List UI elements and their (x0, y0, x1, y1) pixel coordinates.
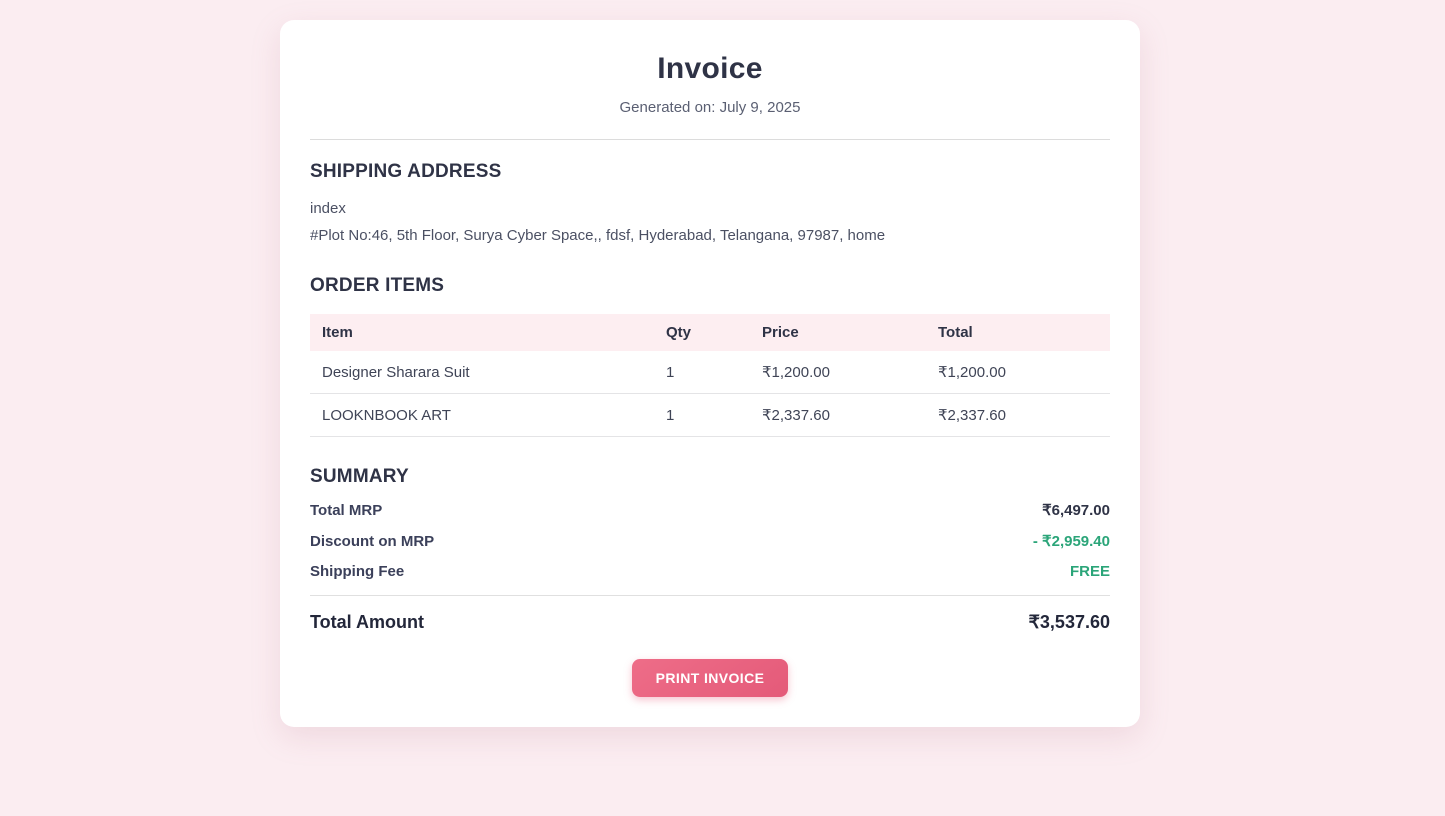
print-invoice-button[interactable]: PRINT INVOICE (631, 659, 789, 697)
total-amount-label: Total Amount (310, 612, 424, 632)
summary-row-shipping-fee: Shipping Fee FREE (310, 563, 1110, 580)
table-row: Designer Sharara Suit 1 ₹1,200.00 ₹1,200… (310, 351, 1110, 394)
total-amount-row: Total Amount ₹3,537.60 (310, 612, 1110, 633)
column-header-total: Total (926, 314, 1110, 351)
item-total: ₹1,200.00 (926, 351, 1110, 394)
table-header-row: Item Qty Price Total (310, 314, 1110, 351)
summary-divider (310, 595, 1110, 596)
recipient-name: index (310, 200, 346, 217)
shipping-address-heading: SHIPPING ADDRESS (310, 161, 502, 182)
item-price: ₹2,337.60 (750, 393, 926, 437)
summary-row-discount: Discount on MRP - ₹2,959.40 (310, 532, 1110, 551)
order-items-table: Item Qty Price Total Designer Sharara Su… (310, 314, 1110, 437)
item-qty: 1 (654, 351, 750, 394)
generated-date: Generated on: July 9, 2025 (619, 99, 801, 116)
summary-label-discount: Discount on MRP (310, 532, 435, 550)
address-line: #Plot No:46, 5th Floor, Surya Cyber Spac… (310, 227, 886, 244)
column-header-qty: Qty (654, 314, 750, 351)
order-items-heading: ORDER ITEMS (310, 275, 445, 296)
summary-label-total-mrp: Total MRP (310, 501, 383, 519)
summary-row-total-mrp: Total MRP ₹6,497.00 (310, 501, 1110, 520)
header-divider (310, 139, 1110, 140)
item-price: ₹1,200.00 (750, 351, 926, 394)
summary-value-shipping-fee: FREE (1069, 563, 1110, 580)
button-container: PRINT INVOICE (310, 659, 1110, 697)
item-qty: 1 (654, 393, 750, 437)
item-name: Designer Sharara Suit (310, 351, 654, 394)
table-row: LOOKNBOOK ART 1 ₹2,337.60 ₹2,337.60 (310, 393, 1110, 437)
item-total: ₹2,337.60 (926, 393, 1110, 437)
page-title: Invoice (657, 52, 763, 85)
item-name: LOOKNBOOK ART (310, 393, 654, 437)
summary-value-discount: - ₹2,959.40 (1032, 533, 1110, 550)
column-header-item: Item (310, 314, 654, 351)
summary-heading: SUMMARY (310, 466, 409, 487)
invoice-card: Invoice Generated on: July 9, 2025 SHIPP… (280, 20, 1140, 727)
column-header-price: Price (750, 314, 926, 351)
summary-label-shipping-fee: Shipping Fee (310, 563, 405, 580)
summary-value-total-mrp: ₹6,497.00 (1042, 502, 1110, 519)
total-amount-value: ₹3,537.60 (1028, 612, 1110, 632)
